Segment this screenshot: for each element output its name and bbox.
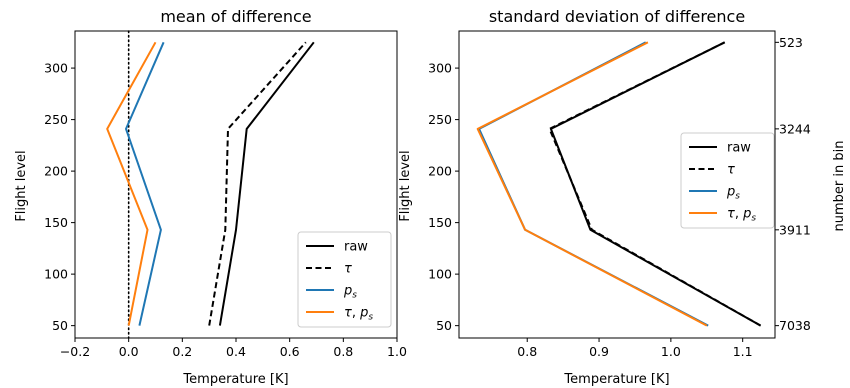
legend-box [680, 132, 775, 229]
legend-label: raw [727, 141, 751, 156]
series-line- [208, 41, 307, 326]
y-tick-label: 300 [44, 61, 68, 76]
right-tick-label: 3911 [779, 222, 811, 237]
legend-label: raw [344, 240, 368, 255]
series-line- [548, 41, 762, 327]
mean-of-difference-panel: mean of difference Temperature [K] Fligh… [14, 7, 407, 387]
chart-title: mean of difference [160, 7, 311, 26]
x-tick-label: 0.8 [517, 344, 537, 359]
x-tick-label: 0.2 [172, 344, 192, 359]
series-line-p-s [125, 41, 165, 326]
y-tick-label: 150 [428, 215, 452, 230]
series-line-p-s [476, 41, 708, 327]
legend: raw τ ps τ, ps [297, 231, 392, 328]
y-tick-label: 100 [44, 267, 68, 282]
y-tick-label: 200 [428, 164, 452, 179]
x-axis-label: Temperature [K] [182, 372, 288, 387]
legend-label: τ, ps [344, 306, 373, 323]
right-axis-label: number in bin [832, 141, 847, 232]
y-tick-label: 50 [436, 318, 452, 333]
legend-box [297, 231, 392, 328]
y-tick-label: 150 [44, 215, 68, 230]
y-tick-label: 250 [428, 112, 452, 127]
std-of-difference-panel: standard deviation of difference Tempera… [398, 7, 847, 387]
right-tick-label: 3244 [779, 121, 811, 136]
x-tick-label: 0.9 [589, 344, 609, 359]
plot-frame [458, 30, 776, 339]
y-tick-label: 50 [52, 318, 68, 333]
x-tick-label: 0.0 [119, 344, 139, 359]
legend-label: τ [344, 262, 352, 277]
legend: raw τ ps τ, ps [680, 132, 775, 229]
legend-label: τ, ps [727, 207, 756, 224]
series-line-p-s [478, 41, 709, 327]
x-tick-label: 0.8 [333, 344, 353, 359]
series-line-raw [218, 41, 315, 326]
y-axis-label: Flight level [14, 150, 29, 221]
x-tick-label: 1.0 [661, 344, 681, 359]
legend-label: ps [343, 284, 357, 301]
y-tick-label: 100 [428, 267, 452, 282]
x-tick-label: 0.4 [226, 344, 246, 359]
chart-title: standard deviation of difference [489, 7, 745, 26]
x-tick-label: 1.1 [733, 344, 753, 359]
x-tick-label: 1.0 [387, 344, 407, 359]
x-axis-label: Temperature [K] [563, 372, 669, 387]
series-line-p-s [106, 41, 157, 326]
x-tick-label: −0.2 [60, 344, 90, 359]
y-tick-label: 200 [44, 164, 68, 179]
y-tick-label: 300 [428, 61, 452, 76]
right-tick-label: 523 [779, 35, 803, 50]
legend-label: τ [727, 163, 735, 178]
right-tick-label: 7038 [779, 318, 811, 333]
x-tick-label: 0.6 [280, 344, 300, 359]
y-axis-label: Flight level [398, 150, 413, 221]
y-tick-label: 250 [44, 112, 68, 127]
legend-label: ps [726, 185, 740, 202]
